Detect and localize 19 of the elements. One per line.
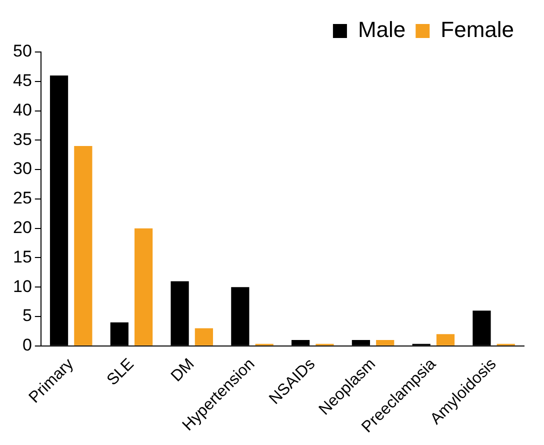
bar — [436, 334, 455, 346]
y-tick-label: 0 — [22, 336, 32, 355]
legend-label: Male — [358, 17, 406, 42]
y-tick-label: 15 — [12, 247, 32, 266]
y-tick-label: 30 — [12, 159, 32, 178]
y-tick-label: 45 — [12, 71, 32, 90]
x-tick-label: SLE — [104, 356, 138, 390]
y-tick-label: 25 — [12, 188, 32, 208]
y-tick-label: 40 — [12, 100, 32, 120]
y-tick-label: 5 — [22, 306, 32, 326]
y-tick-label: 10 — [12, 276, 32, 296]
y-tick-label: 20 — [12, 218, 32, 238]
bar — [74, 146, 92, 346]
y-tick-label: 35 — [12, 130, 32, 149]
y-tick-label: 50 — [12, 42, 32, 61]
bar — [194, 328, 214, 346]
legend-label: Female — [440, 17, 514, 42]
bar — [134, 228, 153, 346]
bar — [376, 340, 394, 346]
